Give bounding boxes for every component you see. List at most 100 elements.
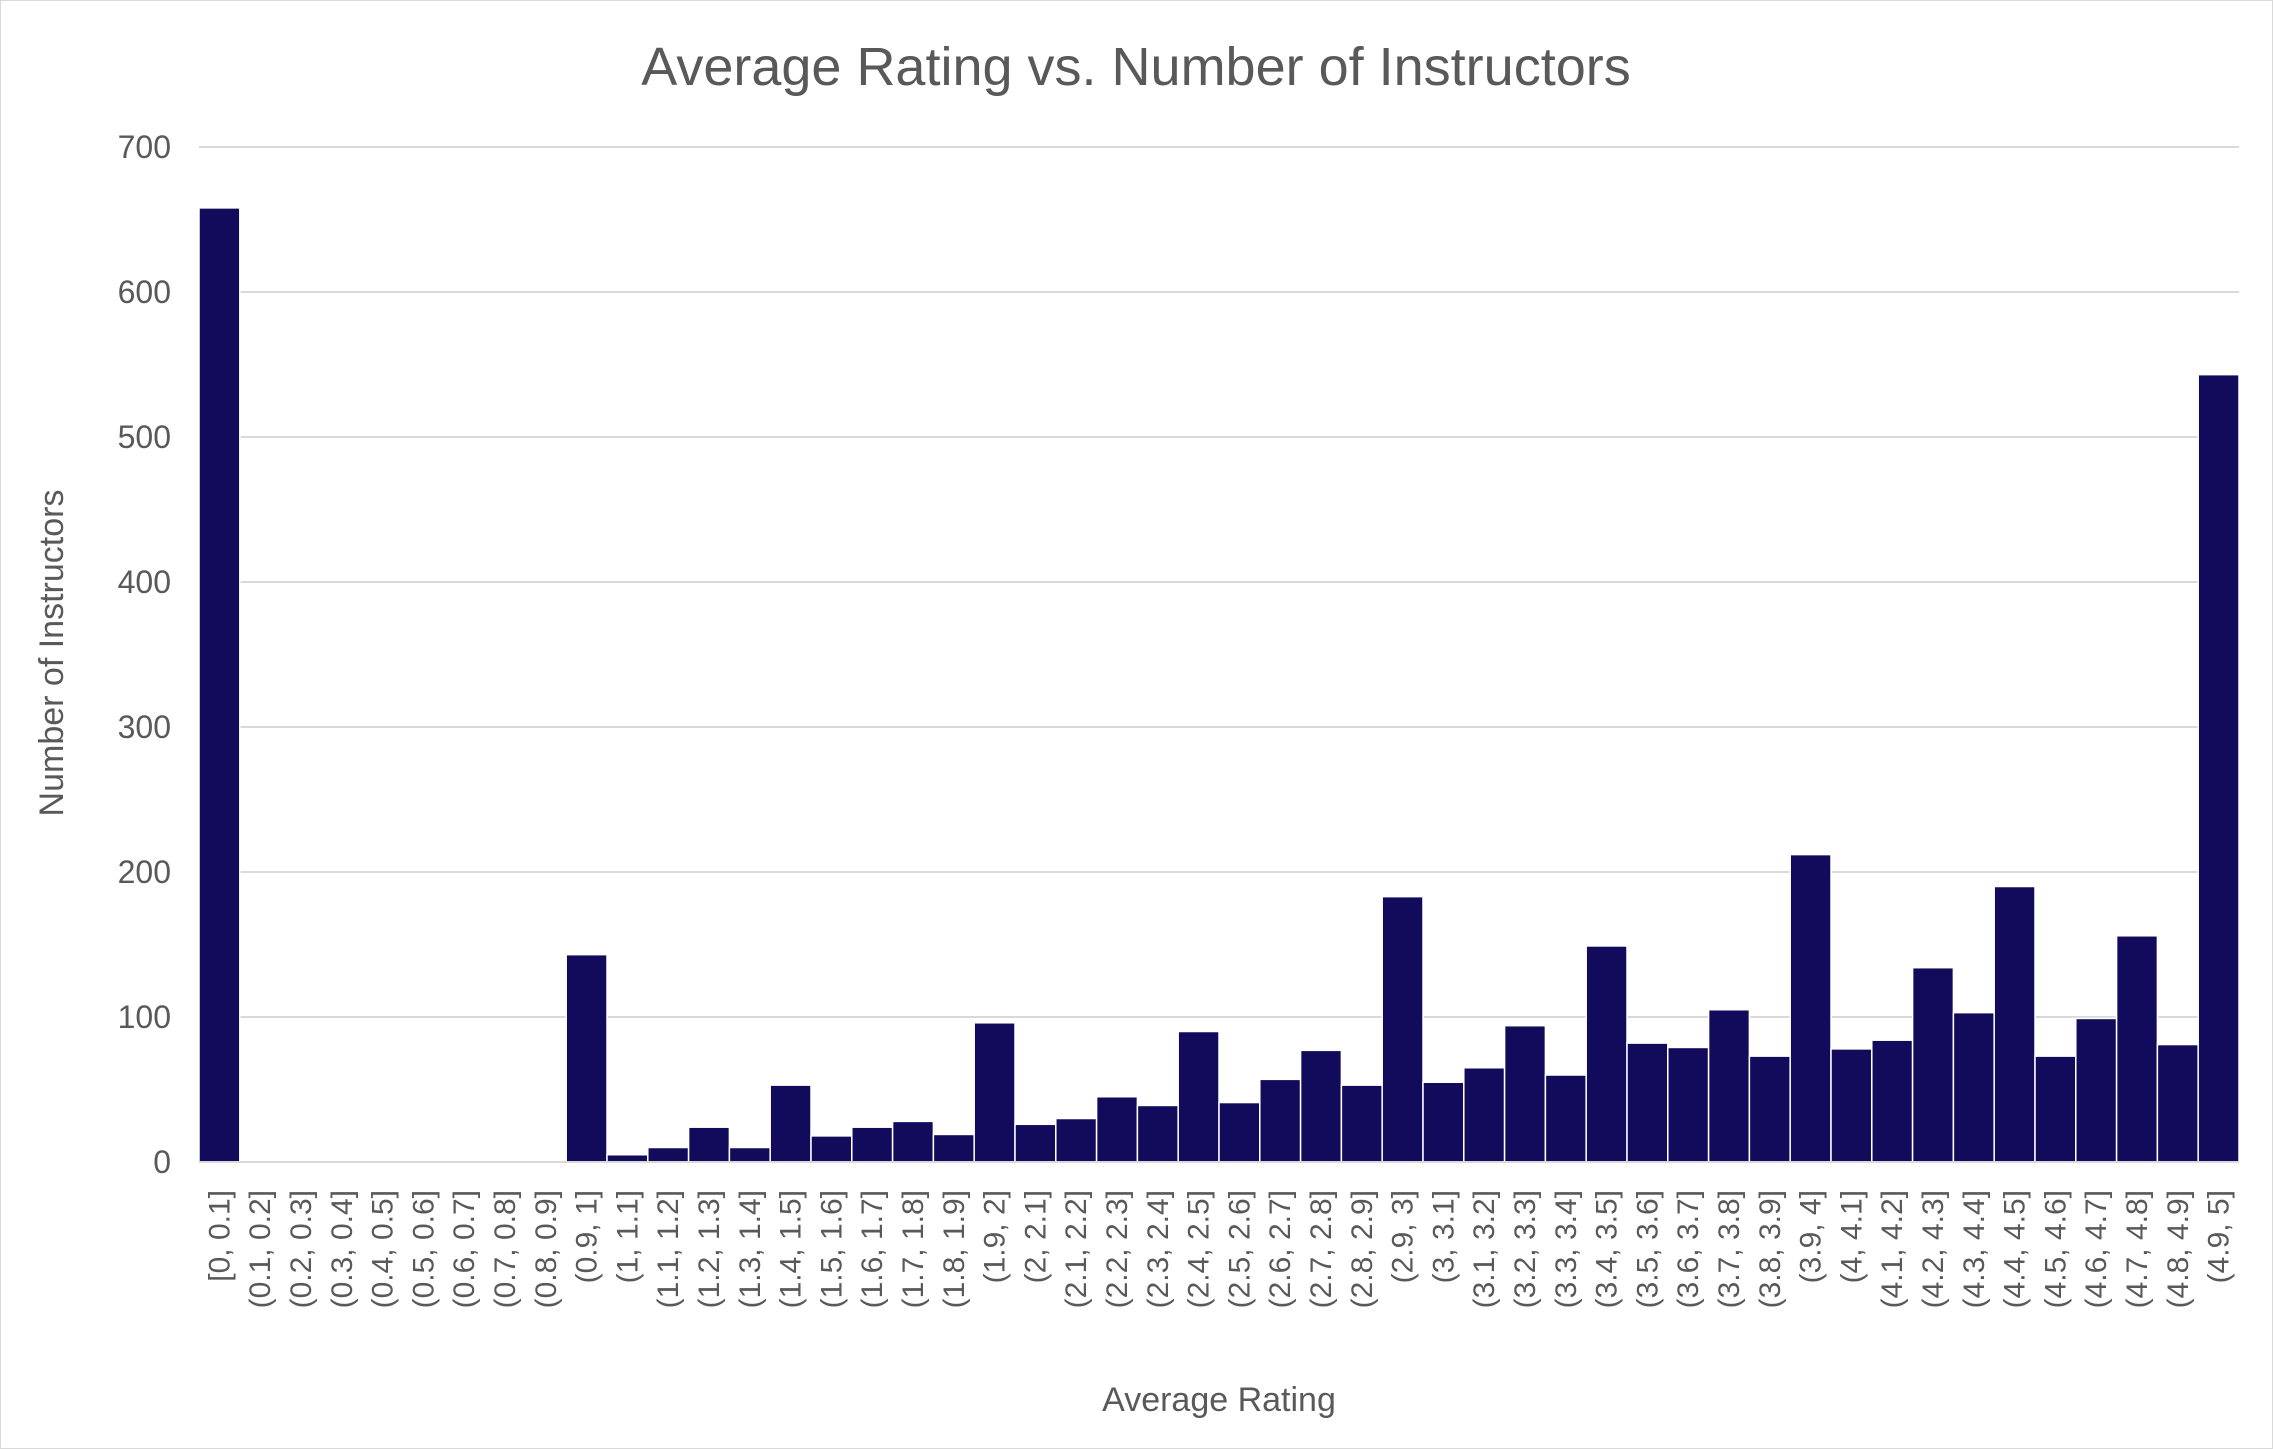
bar — [2156, 1043, 2199, 1163]
bar — [932, 1133, 975, 1163]
bar — [891, 1120, 935, 1163]
x-category-label: (4.4, 4.5] — [1999, 1190, 2032, 1308]
x-category-label: (3.3, 3.4] — [1550, 1190, 1583, 1308]
x-category-label: (0.9, 1] — [571, 1190, 604, 1283]
bar — [2197, 373, 2240, 1163]
x-category-label: (1.3, 1.4] — [734, 1190, 767, 1308]
x-category-label: (3.2, 3.3] — [1509, 1190, 1542, 1308]
x-category-label: (4.7, 4.8] — [2121, 1190, 2154, 1308]
bar — [1095, 1096, 1139, 1163]
x-category-label: (4, 4.1] — [1835, 1190, 1868, 1283]
bar — [1014, 1123, 1057, 1163]
x-category-label: (3.7, 3.8] — [1713, 1190, 1746, 1308]
x-category-label: (2.4, 2.5] — [1183, 1190, 1216, 1308]
x-category-label: (2.6, 2.7] — [1264, 1190, 1297, 1308]
bar — [1952, 1011, 1995, 1163]
bar — [1259, 1078, 1302, 1163]
bar — [647, 1146, 690, 1163]
x-category-label: (3.5, 3.6] — [1631, 1190, 1664, 1308]
x-category-label: (0.6, 0.7] — [448, 1190, 481, 1308]
bar — [1789, 853, 1832, 1163]
bar — [1136, 1104, 1179, 1163]
x-category-label: (3.9, 4] — [1795, 1190, 1828, 1283]
x-category-label: (4.5, 4.6] — [2039, 1190, 2072, 1308]
x-category-label: (4.8, 4.9] — [2162, 1190, 2195, 1308]
x-category-label: (1.7, 1.8] — [897, 1190, 930, 1308]
x-category-label: (0.3, 0.4] — [326, 1190, 359, 1308]
x-category-label: (1.1, 1.2] — [652, 1190, 685, 1308]
y-axis-ticks: 0 100 200 300 400 500 600 700 — [118, 129, 171, 1180]
y-axis-title: Number of Instructors — [33, 490, 71, 817]
x-category-label: (1.2, 1.3] — [693, 1190, 726, 1308]
x-category-label: (2.8, 2.9] — [1346, 1190, 1379, 1308]
x-category-label: (2.7, 2.8] — [1305, 1190, 1338, 1308]
bar — [1055, 1117, 1098, 1163]
chart-title: Average Rating vs. Number of Instructors — [641, 37, 1630, 97]
x-category-label: (0.4, 0.5] — [367, 1190, 400, 1308]
x-category-label: (0.1, 0.2] — [244, 1190, 277, 1308]
bar — [1544, 1074, 1587, 1163]
bar — [1381, 895, 1424, 1163]
bar — [1177, 1030, 1220, 1163]
gridlines — [199, 146, 2239, 1018]
x-category-label: (1.8, 1.9] — [938, 1190, 971, 1308]
bar — [1830, 1048, 1873, 1163]
bar — [1626, 1042, 1669, 1163]
x-category-label: (1.5, 1.6] — [815, 1190, 848, 1308]
bar — [973, 1022, 1016, 1163]
bar — [1463, 1067, 1506, 1163]
x-category-label: (2.3, 2.4] — [1142, 1190, 1175, 1308]
x-category-label: (4.9, 5] — [2203, 1190, 2236, 1283]
bar — [565, 953, 608, 1163]
y-tick-label: 700 — [118, 129, 171, 165]
x-category-label: (2, 2.1] — [1019, 1190, 1052, 1283]
bar — [1585, 945, 1628, 1163]
y-tick-label: 400 — [118, 564, 171, 600]
bar — [606, 1154, 649, 1163]
bar — [687, 1126, 731, 1163]
x-category-label: (3.4, 3.5] — [1591, 1190, 1624, 1308]
bar — [2115, 935, 2159, 1163]
y-tick-label: 200 — [118, 854, 171, 890]
bar — [810, 1135, 853, 1163]
x-category-label: (0.7, 0.8] — [489, 1190, 522, 1308]
x-category-label: (2.9, 3] — [1387, 1190, 1420, 1283]
bar — [1340, 1084, 1383, 1163]
x-category-label: (0.8, 0.9] — [530, 1190, 563, 1308]
y-tick-label: 0 — [153, 1144, 171, 1180]
x-category-label: (3.1, 3.2] — [1468, 1190, 1501, 1308]
bar — [851, 1126, 894, 1163]
bar — [1422, 1081, 1465, 1163]
bar — [728, 1146, 771, 1163]
bar — [1707, 1009, 1751, 1163]
x-category-label: (3.8, 3.9] — [1754, 1190, 1787, 1308]
x-category-label: [0, 0.1] — [203, 1190, 236, 1282]
x-category-label: (1, 1.1] — [611, 1190, 644, 1283]
x-category-label: (0.5, 0.6] — [407, 1190, 440, 1308]
x-category-label: (2.1, 2.2] — [1060, 1190, 1093, 1308]
x-category-label: (2.2, 2.3] — [1101, 1190, 1134, 1308]
bars — [198, 207, 2240, 1163]
bar — [1911, 966, 1955, 1163]
x-category-label: (4.1, 4.2] — [1876, 1190, 1909, 1308]
bar — [1299, 1049, 1343, 1163]
bar — [2034, 1055, 2077, 1163]
x-category-label: (4.3, 4.4] — [1958, 1190, 1991, 1308]
bar — [1748, 1055, 1791, 1163]
y-tick-label: 100 — [118, 999, 171, 1035]
bar — [198, 207, 241, 1163]
bar — [1993, 885, 2036, 1163]
x-category-label: (2.5, 2.6] — [1223, 1190, 1256, 1308]
x-category-label: (4.6, 4.7] — [2080, 1190, 2113, 1308]
x-category-label: (1.6, 1.7] — [856, 1190, 889, 1308]
x-category-label: (1.9, 2] — [979, 1190, 1012, 1283]
x-category-label: (1.4, 1.5] — [775, 1190, 808, 1308]
bar — [769, 1084, 812, 1163]
bar — [1503, 1024, 1547, 1163]
x-category-label: (0.2, 0.3] — [285, 1190, 318, 1308]
bar — [1871, 1039, 1914, 1163]
y-tick-label: 500 — [118, 419, 171, 455]
y-tick-label: 300 — [118, 709, 171, 745]
x-axis-categories: [0, 0.1] (0.1, 0.2] (0.2, 0.3] (0.3, 0.4] (0… — [203, 1190, 2235, 1308]
